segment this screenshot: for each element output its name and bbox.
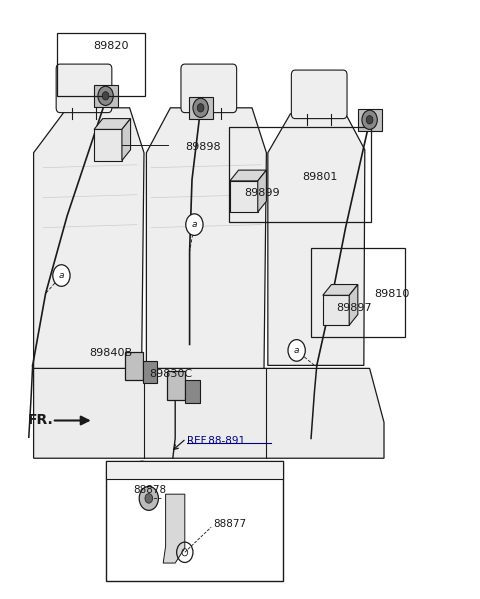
- Text: 89898: 89898: [185, 142, 220, 152]
- Circle shape: [366, 116, 373, 124]
- Circle shape: [118, 462, 132, 479]
- Circle shape: [197, 104, 204, 112]
- Polygon shape: [94, 119, 131, 129]
- Circle shape: [288, 340, 305, 361]
- Circle shape: [139, 486, 158, 510]
- Bar: [94, 85, 118, 107]
- Polygon shape: [163, 494, 185, 563]
- Bar: [125, 352, 143, 380]
- Circle shape: [102, 92, 109, 100]
- Text: REF.88-891: REF.88-891: [187, 436, 245, 446]
- Bar: [106, 461, 283, 581]
- Circle shape: [186, 214, 203, 235]
- Text: a: a: [59, 271, 64, 280]
- Polygon shape: [122, 119, 131, 161]
- Bar: [106, 461, 283, 479]
- Polygon shape: [34, 108, 144, 368]
- FancyBboxPatch shape: [56, 64, 112, 113]
- Text: a: a: [294, 346, 300, 355]
- Text: 89810: 89810: [374, 289, 410, 298]
- Bar: [185, 380, 200, 403]
- Polygon shape: [323, 285, 358, 295]
- Text: 89897: 89897: [336, 303, 372, 313]
- Bar: [189, 97, 213, 119]
- Text: 89801: 89801: [302, 172, 338, 181]
- Polygon shape: [258, 170, 266, 212]
- Text: 88877: 88877: [214, 519, 247, 529]
- Bar: [311, 248, 405, 337]
- Bar: [167, 371, 185, 400]
- FancyBboxPatch shape: [291, 70, 347, 119]
- Polygon shape: [349, 285, 358, 325]
- Circle shape: [362, 110, 377, 129]
- Text: a: a: [139, 467, 145, 477]
- Circle shape: [145, 494, 153, 503]
- Circle shape: [133, 461, 151, 483]
- Bar: [143, 361, 157, 383]
- Text: 89820: 89820: [94, 41, 129, 51]
- Polygon shape: [34, 368, 384, 458]
- Bar: [229, 127, 371, 222]
- Polygon shape: [230, 181, 258, 212]
- Text: a: a: [122, 465, 127, 475]
- Text: FR.: FR.: [28, 413, 54, 428]
- FancyBboxPatch shape: [181, 64, 237, 113]
- Circle shape: [193, 98, 208, 117]
- Text: 89830C: 89830C: [149, 370, 192, 379]
- Circle shape: [98, 86, 113, 105]
- Text: 89899: 89899: [244, 188, 279, 198]
- Text: 88878: 88878: [133, 485, 167, 495]
- Polygon shape: [268, 114, 365, 365]
- Circle shape: [53, 265, 70, 286]
- Bar: [358, 109, 382, 131]
- Bar: [57, 33, 145, 96]
- Text: a: a: [192, 220, 197, 229]
- Polygon shape: [230, 170, 266, 181]
- Polygon shape: [323, 295, 349, 325]
- Polygon shape: [146, 108, 266, 368]
- Text: 89840B: 89840B: [89, 349, 132, 358]
- Polygon shape: [94, 129, 122, 161]
